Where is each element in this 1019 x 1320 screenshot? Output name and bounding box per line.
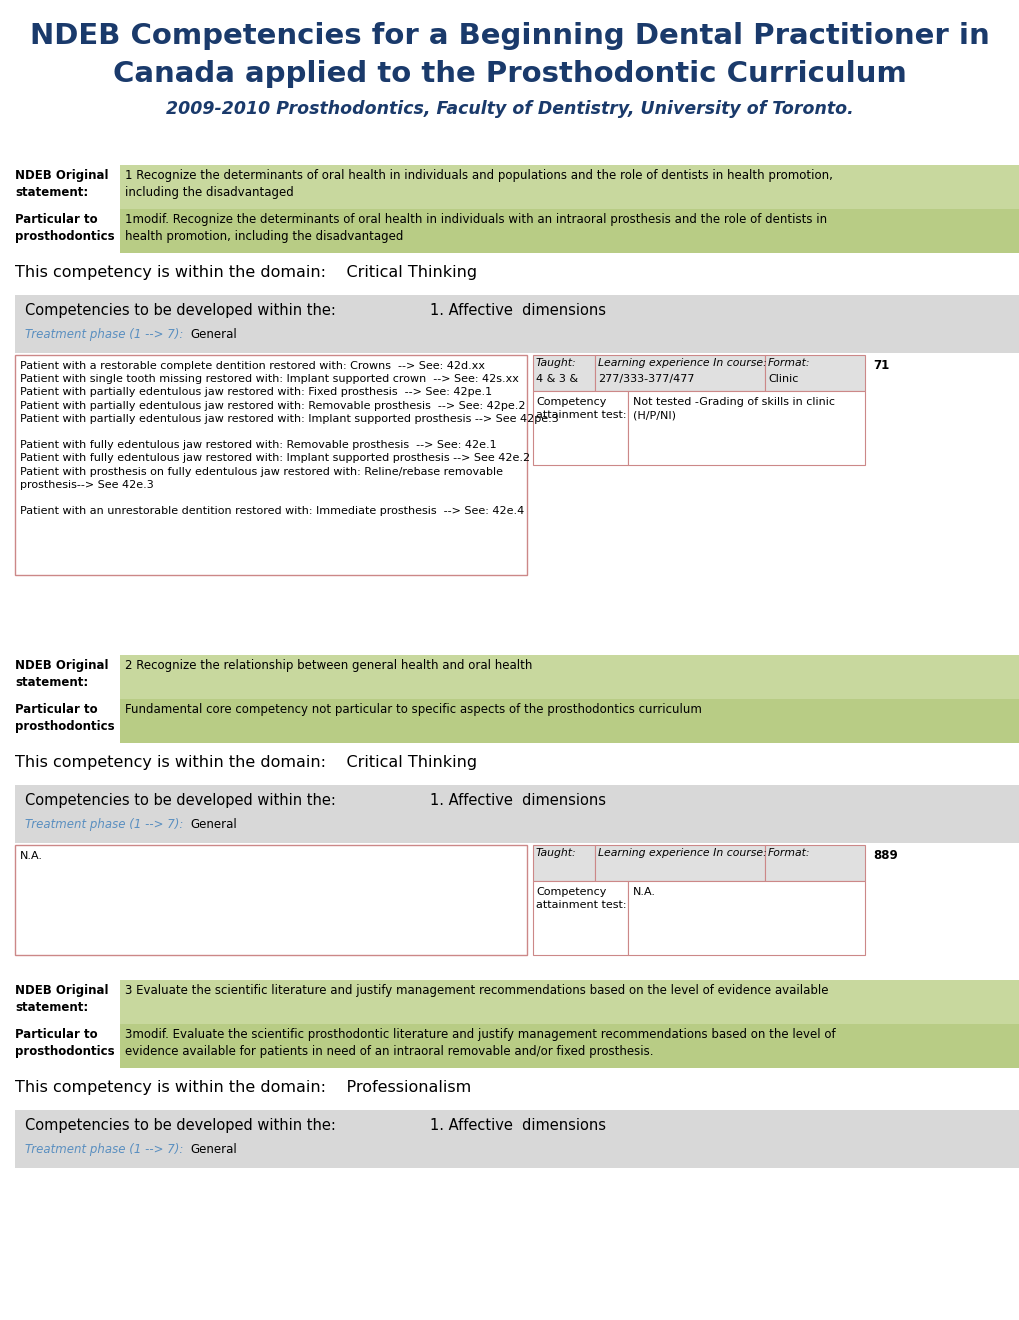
Bar xyxy=(628,391,864,465)
Text: Particular to
prosthodontics: Particular to prosthodontics xyxy=(15,213,114,243)
Bar xyxy=(120,209,1019,253)
Text: Taught:: Taught: xyxy=(535,358,576,368)
Text: Learning experience In course:: Learning experience In course: xyxy=(597,358,766,368)
Bar xyxy=(594,355,764,391)
Text: 889: 889 xyxy=(872,849,897,862)
Bar xyxy=(533,391,628,465)
Bar xyxy=(120,165,1019,209)
Text: 1modif. Recognize the determinants of oral health in individuals with an intraor: 1modif. Recognize the determinants of or… xyxy=(125,213,826,243)
Bar xyxy=(120,979,1019,1024)
Text: Patient with a restorable complete dentition restored with: Crowns  --> See: 42d: Patient with a restorable complete denti… xyxy=(20,360,558,516)
Text: 3 Evaluate the scientific literature and justify management recommendations base: 3 Evaluate the scientific literature and… xyxy=(125,983,827,997)
Text: Format:: Format: xyxy=(767,847,810,858)
Text: Competencies to be developed within the:: Competencies to be developed within the: xyxy=(25,304,335,318)
Bar xyxy=(15,355,527,576)
Text: Competencies to be developed within the:: Competencies to be developed within the: xyxy=(25,1118,335,1133)
Text: 71: 71 xyxy=(872,359,889,372)
Text: NDEB Original
statement:: NDEB Original statement: xyxy=(15,659,108,689)
Text: This competency is within the domain:    Professionalism: This competency is within the domain: Pr… xyxy=(15,1080,471,1096)
Bar xyxy=(120,1024,1019,1068)
Text: NDEB Original
statement:: NDEB Original statement: xyxy=(15,169,108,199)
Text: This competency is within the domain:    Critical Thinking: This competency is within the domain: Cr… xyxy=(15,265,477,280)
Text: 1. Affective  dimensions: 1. Affective dimensions xyxy=(430,793,605,808)
Bar xyxy=(15,1110,1019,1168)
Text: 1. Affective  dimensions: 1. Affective dimensions xyxy=(430,1118,605,1133)
Text: General: General xyxy=(190,818,236,832)
Text: N.A.: N.A. xyxy=(633,887,655,898)
Bar xyxy=(15,294,1019,352)
Text: General: General xyxy=(190,327,236,341)
Text: 277/333-377/477: 277/333-377/477 xyxy=(597,374,694,384)
Text: Treatment phase (1 --> 7):: Treatment phase (1 --> 7): xyxy=(25,818,183,832)
Bar xyxy=(15,785,1019,843)
Text: 1 Recognize the determinants of oral health in individuals and populations and t: 1 Recognize the determinants of oral hea… xyxy=(125,169,833,199)
Text: Competency
attainment test:: Competency attainment test: xyxy=(535,887,626,911)
Text: 2 Recognize the relationship between general health and oral health: 2 Recognize the relationship between gen… xyxy=(125,659,532,672)
Text: NDEB Original
statement:: NDEB Original statement: xyxy=(15,983,108,1014)
Text: Canada applied to the Prosthodontic Curriculum: Canada applied to the Prosthodontic Curr… xyxy=(113,59,906,88)
Bar xyxy=(120,655,1019,700)
Bar xyxy=(764,355,864,391)
Bar xyxy=(764,845,864,880)
Text: Taught:: Taught: xyxy=(535,847,576,858)
Text: Treatment phase (1 --> 7):: Treatment phase (1 --> 7): xyxy=(25,1143,183,1156)
Text: Treatment phase (1 --> 7):: Treatment phase (1 --> 7): xyxy=(25,327,183,341)
Bar xyxy=(594,845,764,880)
Text: Particular to
prosthodontics: Particular to prosthodontics xyxy=(15,704,114,733)
Text: General: General xyxy=(190,1143,236,1156)
Text: Competency
attainment test:: Competency attainment test: xyxy=(535,397,626,420)
Text: Format:: Format: xyxy=(767,358,810,368)
Text: Particular to
prosthodontics: Particular to prosthodontics xyxy=(15,1028,114,1059)
Text: 2009-2010 Prosthodontics, Faculty of Dentistry, University of Toronto.: 2009-2010 Prosthodontics, Faculty of Den… xyxy=(166,100,853,117)
Text: Not tested -Grading of skills in clinic
(H/P/NI): Not tested -Grading of skills in clinic … xyxy=(633,397,835,420)
Bar xyxy=(15,845,527,954)
Text: NDEB Competencies for a Beginning Dental Practitioner in: NDEB Competencies for a Beginning Dental… xyxy=(31,22,988,50)
Text: 3modif. Evaluate the scientific prosthodontic literature and justify management : 3modif. Evaluate the scientific prosthod… xyxy=(125,1028,835,1059)
Bar xyxy=(628,880,864,954)
Text: Clinic: Clinic xyxy=(767,374,798,384)
Text: This competency is within the domain:    Critical Thinking: This competency is within the domain: Cr… xyxy=(15,755,477,770)
Bar xyxy=(120,700,1019,743)
Text: Competencies to be developed within the:: Competencies to be developed within the: xyxy=(25,793,335,808)
Bar xyxy=(533,355,594,391)
Bar xyxy=(533,880,628,954)
Text: N.A.: N.A. xyxy=(20,851,43,861)
Text: 4 & 3 &: 4 & 3 & xyxy=(535,374,578,384)
Text: 1. Affective  dimensions: 1. Affective dimensions xyxy=(430,304,605,318)
Bar xyxy=(533,845,594,880)
Text: Fundamental core competency not particular to specific aspects of the prosthodon: Fundamental core competency not particul… xyxy=(125,704,701,715)
Text: Learning experience In course:: Learning experience In course: xyxy=(597,847,766,858)
